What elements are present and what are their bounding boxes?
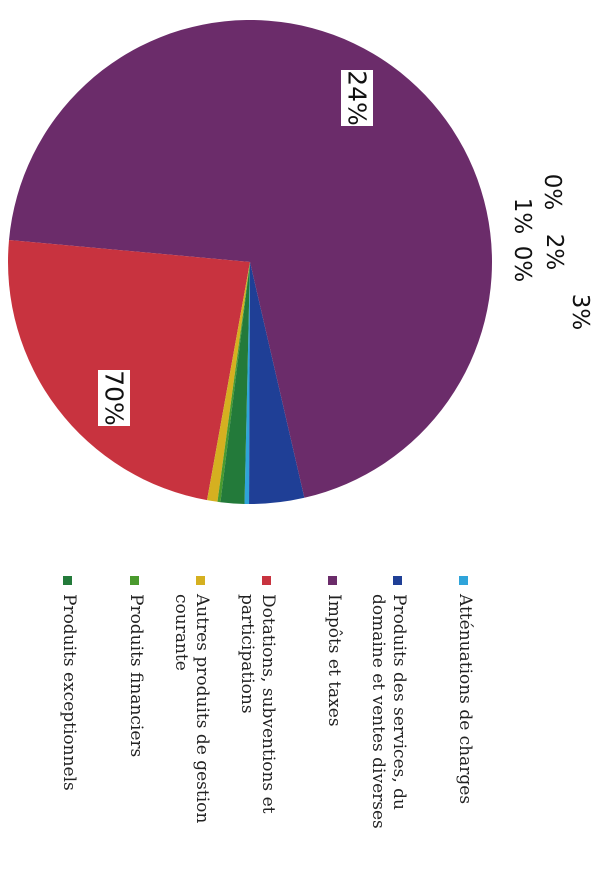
legend-swatch [130, 576, 139, 585]
legend-label-line2: domaine et ventes diverses [368, 594, 388, 829]
legend-swatch [262, 576, 271, 585]
slice-value-label: 70% [100, 370, 129, 426]
pie-slice [207, 262, 250, 502]
pie-slice [9, 19, 493, 498]
slice-label: 70% [98, 370, 130, 426]
slice-label: 1% [509, 198, 535, 235]
legend-label: Atténuations de charges [455, 593, 475, 804]
slice-label: 2% [541, 234, 567, 271]
legend-item: Produits exceptionnels [59, 576, 79, 791]
pie-slice [220, 262, 250, 504]
legend-label: Produits exceptionnels [59, 594, 79, 791]
legend-label: Impôts et taxes [324, 594, 344, 727]
legend-item: Atténuations de charges [455, 576, 475, 804]
slice-value-label: 2% [541, 234, 567, 271]
legend-label-line2: participations [237, 594, 257, 714]
pie-slice [249, 262, 305, 505]
legend-swatch [196, 576, 205, 585]
legend-swatch [393, 576, 402, 585]
legend-swatch [63, 576, 72, 585]
slice-label: 0% [509, 246, 535, 283]
pie-slices [8, 19, 493, 505]
slice-label: 0% [539, 174, 565, 211]
slice-value-label: 0% [539, 174, 565, 211]
legend-item: Produits financiers [126, 576, 146, 757]
legend: Atténuations de charges Produits des serv… [59, 576, 475, 829]
pie-labels: 0%3%70%24%1%0% 2% [98, 70, 591, 426]
slice-value-label: 1% [509, 198, 535, 235]
pie-slice [217, 262, 250, 503]
legend-item: Impôts et taxes [324, 576, 344, 727]
slice-value-label: 3% [567, 294, 591, 331]
slice-label: 3% [567, 294, 591, 331]
slice-value-label: 0% [509, 246, 535, 283]
slice-label-box [98, 370, 130, 426]
legend-label: Produits des services, du [389, 594, 409, 810]
legend-swatch [459, 576, 468, 585]
legend-label: Produits financiers [126, 594, 146, 757]
slice-value-label: 24% [343, 70, 372, 126]
legend-label: Dotations, subventions et [258, 594, 278, 814]
slice-label: 24% [341, 70, 373, 126]
slice-label-box [341, 70, 373, 126]
pie-slice [244, 262, 250, 504]
legend-swatch [328, 576, 337, 585]
legend-label-line2: courante [171, 594, 191, 671]
legend-label: Autres produits de gestion [192, 593, 212, 823]
